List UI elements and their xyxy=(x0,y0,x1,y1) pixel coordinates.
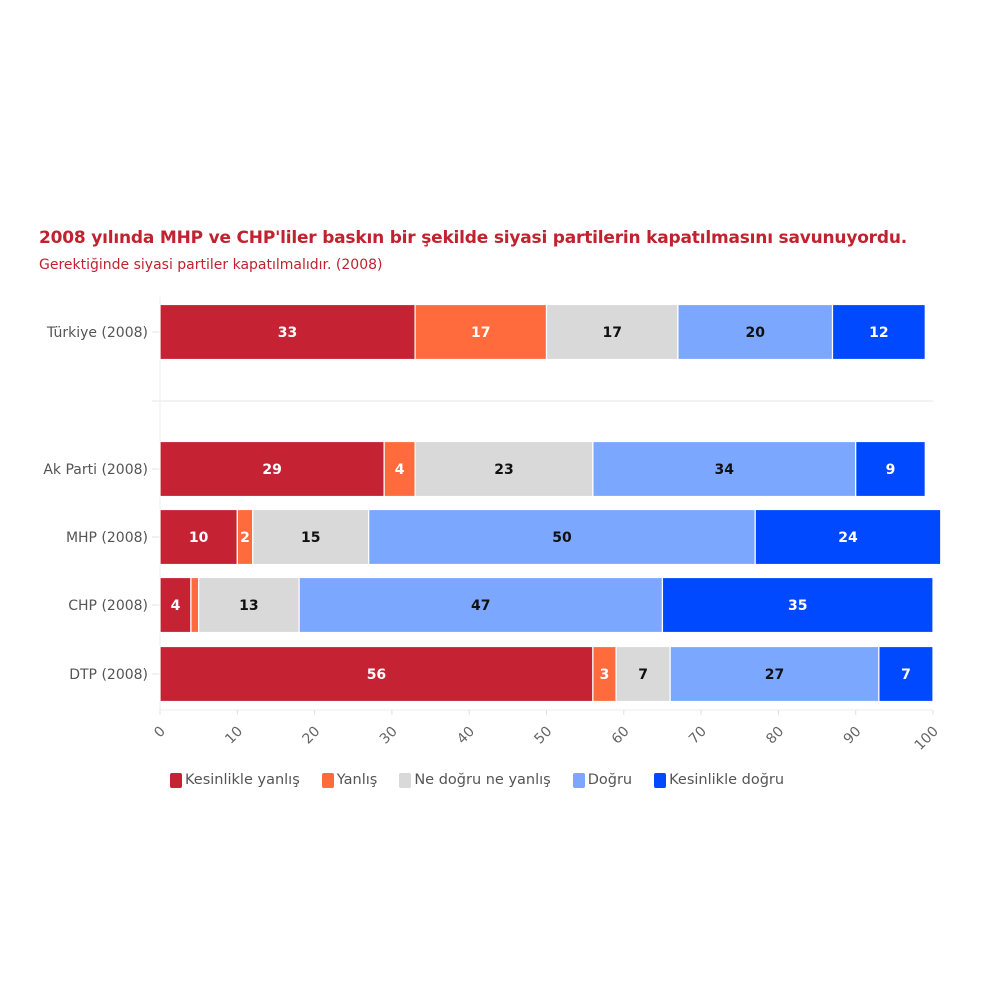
legend-swatch xyxy=(572,772,585,788)
bar-segment xyxy=(159,303,416,361)
bar-segment xyxy=(190,576,200,634)
bar-segment xyxy=(252,508,370,566)
data-label: 27 xyxy=(765,667,784,683)
category-label: Ak Parti (2008) xyxy=(43,462,148,478)
data-label: 15 xyxy=(301,530,320,546)
legend-item: Ne doğru ne yanlış xyxy=(399,772,551,788)
x-tick-label: 30 xyxy=(377,724,401,748)
x-tick-label: 50 xyxy=(531,724,555,748)
data-label: 2 xyxy=(240,530,250,546)
data-label: 34 xyxy=(715,462,735,478)
bar-segment xyxy=(159,576,192,634)
x-tick-label: 60 xyxy=(609,724,633,748)
bar-segment xyxy=(368,508,756,566)
bar-segment xyxy=(159,440,385,498)
bar-segment xyxy=(198,576,300,634)
bar-segment xyxy=(878,645,934,703)
data-label: 12 xyxy=(869,325,888,341)
bar-segment xyxy=(159,508,238,566)
legend-label: Kesinlikle doğru xyxy=(669,772,785,788)
data-label: 56 xyxy=(367,667,386,683)
bar-segment xyxy=(159,645,594,703)
data-label: 9 xyxy=(886,462,896,478)
data-label: 35 xyxy=(788,598,807,614)
data-label: 10 xyxy=(189,530,209,546)
bar-segment xyxy=(855,440,926,498)
legend-item: Kesinlikle doğru xyxy=(654,772,784,788)
bar-segment xyxy=(661,576,934,634)
data-label: 24 xyxy=(838,530,858,546)
x-tick-label: 90 xyxy=(841,724,865,748)
data-label: 23 xyxy=(494,462,513,478)
legend-swatch xyxy=(654,772,667,788)
data-label: 7 xyxy=(638,667,648,683)
x-tick-label: 100 xyxy=(912,724,942,754)
x-tick-label: 40 xyxy=(454,724,478,748)
x-tick-label: 10 xyxy=(222,724,246,748)
data-label: 50 xyxy=(552,530,572,546)
legend-item: Yanlış xyxy=(321,772,378,788)
data-label: 17 xyxy=(602,325,621,341)
data-label: 4 xyxy=(395,462,405,478)
legend-swatch xyxy=(321,772,334,788)
x-tick-label: 80 xyxy=(763,724,787,748)
data-label: 29 xyxy=(262,462,281,478)
x-tick-label: 20 xyxy=(300,724,324,748)
bar-segment xyxy=(298,576,664,634)
x-tick-label: 0 xyxy=(151,724,169,742)
chart-title: 2008 yılında MHP ve CHP'liler baskın bir… xyxy=(39,228,907,248)
category-label: MHP (2008) xyxy=(66,530,148,546)
bar-segment xyxy=(383,440,416,498)
category-label: CHP (2008) xyxy=(68,598,148,614)
legend-label: Doğru xyxy=(587,772,633,788)
legend-label: Kesinlikle yanlış xyxy=(185,772,300,788)
data-label: 33 xyxy=(278,325,297,341)
bar-segment xyxy=(592,440,857,498)
legend-label: Ne doğru ne yanlış xyxy=(414,772,551,788)
bar-segment xyxy=(615,645,671,703)
chart-subtitle: Gerektiğinde siyasi partiler kapatılmalı… xyxy=(39,257,383,273)
legend-label: Yanlış xyxy=(336,772,378,788)
data-label: 17 xyxy=(471,325,490,341)
data-label: 7 xyxy=(901,667,911,683)
chart-legend: Kesinlikle yanlış Yanlış Ne doğru ne yanlı… xyxy=(170,772,806,788)
legend-item: Kesinlikle yanlış xyxy=(170,772,300,788)
bar-segment xyxy=(414,303,548,361)
legend-swatch xyxy=(170,772,182,788)
category-label: Türkiye (2008) xyxy=(46,325,148,341)
data-label: 47 xyxy=(471,598,490,614)
data-label: 3 xyxy=(600,667,610,683)
category-label: DTP (2008) xyxy=(69,667,148,683)
data-label: 13 xyxy=(239,598,258,614)
bar-segment xyxy=(545,303,679,361)
data-label: 4 xyxy=(171,598,181,614)
bar-segment xyxy=(754,508,942,566)
x-tick-label: 70 xyxy=(686,724,710,748)
legend-swatch xyxy=(399,772,412,788)
data-label: 20 xyxy=(745,325,765,341)
bar-segment xyxy=(831,303,926,361)
bar-segment xyxy=(669,645,880,703)
legend-item: Doğru xyxy=(572,772,633,788)
